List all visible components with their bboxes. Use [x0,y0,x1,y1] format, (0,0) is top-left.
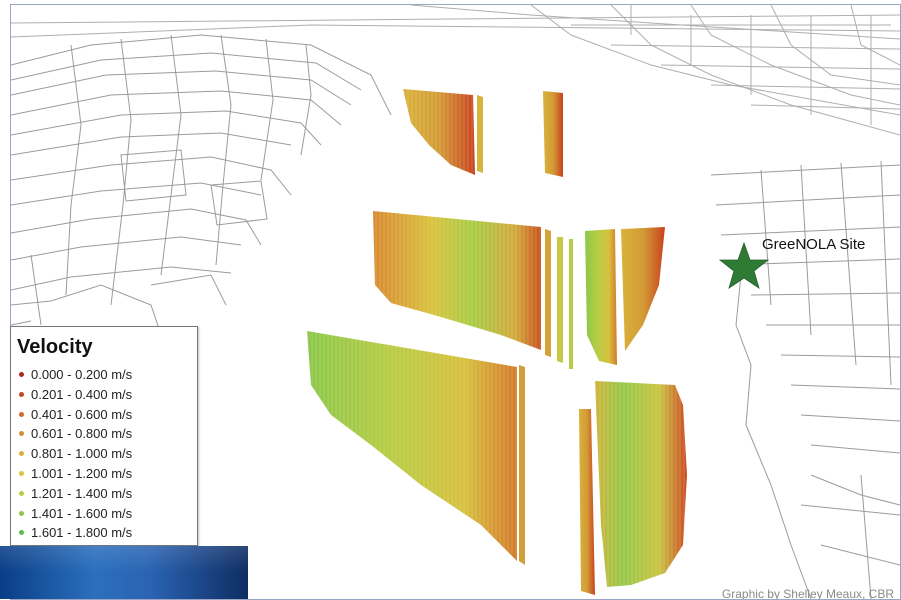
legend-item: 1.201 - 1.400 m/s [19,484,132,503]
star-icon[interactable] [718,241,770,289]
transect-2c [557,237,563,363]
legend-swatch [19,391,24,397]
graphic-credit: Graphic by Shelley Meaux, CBR [721,587,894,600]
map-canvas[interactable] [11,5,900,599]
velocity-legend: Velocity 0.000 - 0.200 m/s 0.201 - 0.400 … [10,326,198,546]
legend-label: 1.201 - 1.400 m/s [31,485,133,501]
transect-3b [519,365,525,565]
street-network-east [710,160,900,599]
legend-swatch [19,451,24,457]
legend-swatch [19,490,24,496]
legend-item: 1.601 - 1.800 m/s [19,523,132,542]
street-network-north [11,5,900,136]
transect-2e [585,229,617,365]
legend-item: 1.001 - 1.200 m/s [19,464,132,483]
legend-swatch [19,372,24,377]
legend-item: 0.801 - 1.000 m/s [19,444,132,463]
transect-4a [579,409,595,595]
transect-2f [621,227,665,351]
legend-label: 0.601 - 0.800 m/s [31,426,133,442]
legend-swatch [19,411,24,417]
slide-footer-bar [0,546,248,599]
velocity-transects [307,89,687,595]
legend-item: 0.201 - 0.400 m/s [19,385,132,404]
legend-swatch [19,431,24,437]
legend-label: 1.601 - 1.800 m/s [31,525,133,541]
legend-label: 0.201 - 0.400 m/s [31,386,133,402]
transect-2b [545,229,551,357]
legend-item: 0.401 - 0.600 m/s [19,405,132,424]
legend-label: 0.801 - 1.000 m/s [31,446,133,462]
legend-label: 1.401 - 1.600 m/s [31,505,133,521]
legend-label: 0.401 - 0.600 m/s [31,406,133,422]
legend-item: 1.401 - 1.600 m/s [19,504,132,523]
transect-1c [543,91,563,177]
legend-label: 1.001 - 1.200 m/s [31,466,133,481]
legend-swatch [19,510,24,516]
street-network-west [11,34,392,336]
site-label: GreeNOLA Site [762,236,866,253]
legend-item: 0.601 - 0.800 m/s [19,424,132,443]
transect-2d [569,239,573,369]
legend-swatch [19,530,24,536]
legend-title: Velocity [17,336,93,358]
legend-swatch [19,471,24,476]
transect-1b [477,95,483,173]
legend-item: 0.000 - 0.200 m/s [19,365,132,384]
legend-label: 0.000 - 0.200 m/s [31,367,133,382]
